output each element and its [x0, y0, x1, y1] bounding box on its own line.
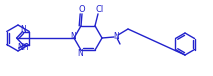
- Text: O: O: [78, 5, 85, 14]
- Text: N: N: [113, 32, 119, 41]
- Text: N: N: [20, 24, 26, 34]
- Text: N: N: [77, 49, 83, 58]
- Text: NH: NH: [17, 42, 29, 52]
- Text: Cl: Cl: [96, 5, 104, 14]
- Text: N: N: [70, 32, 76, 41]
